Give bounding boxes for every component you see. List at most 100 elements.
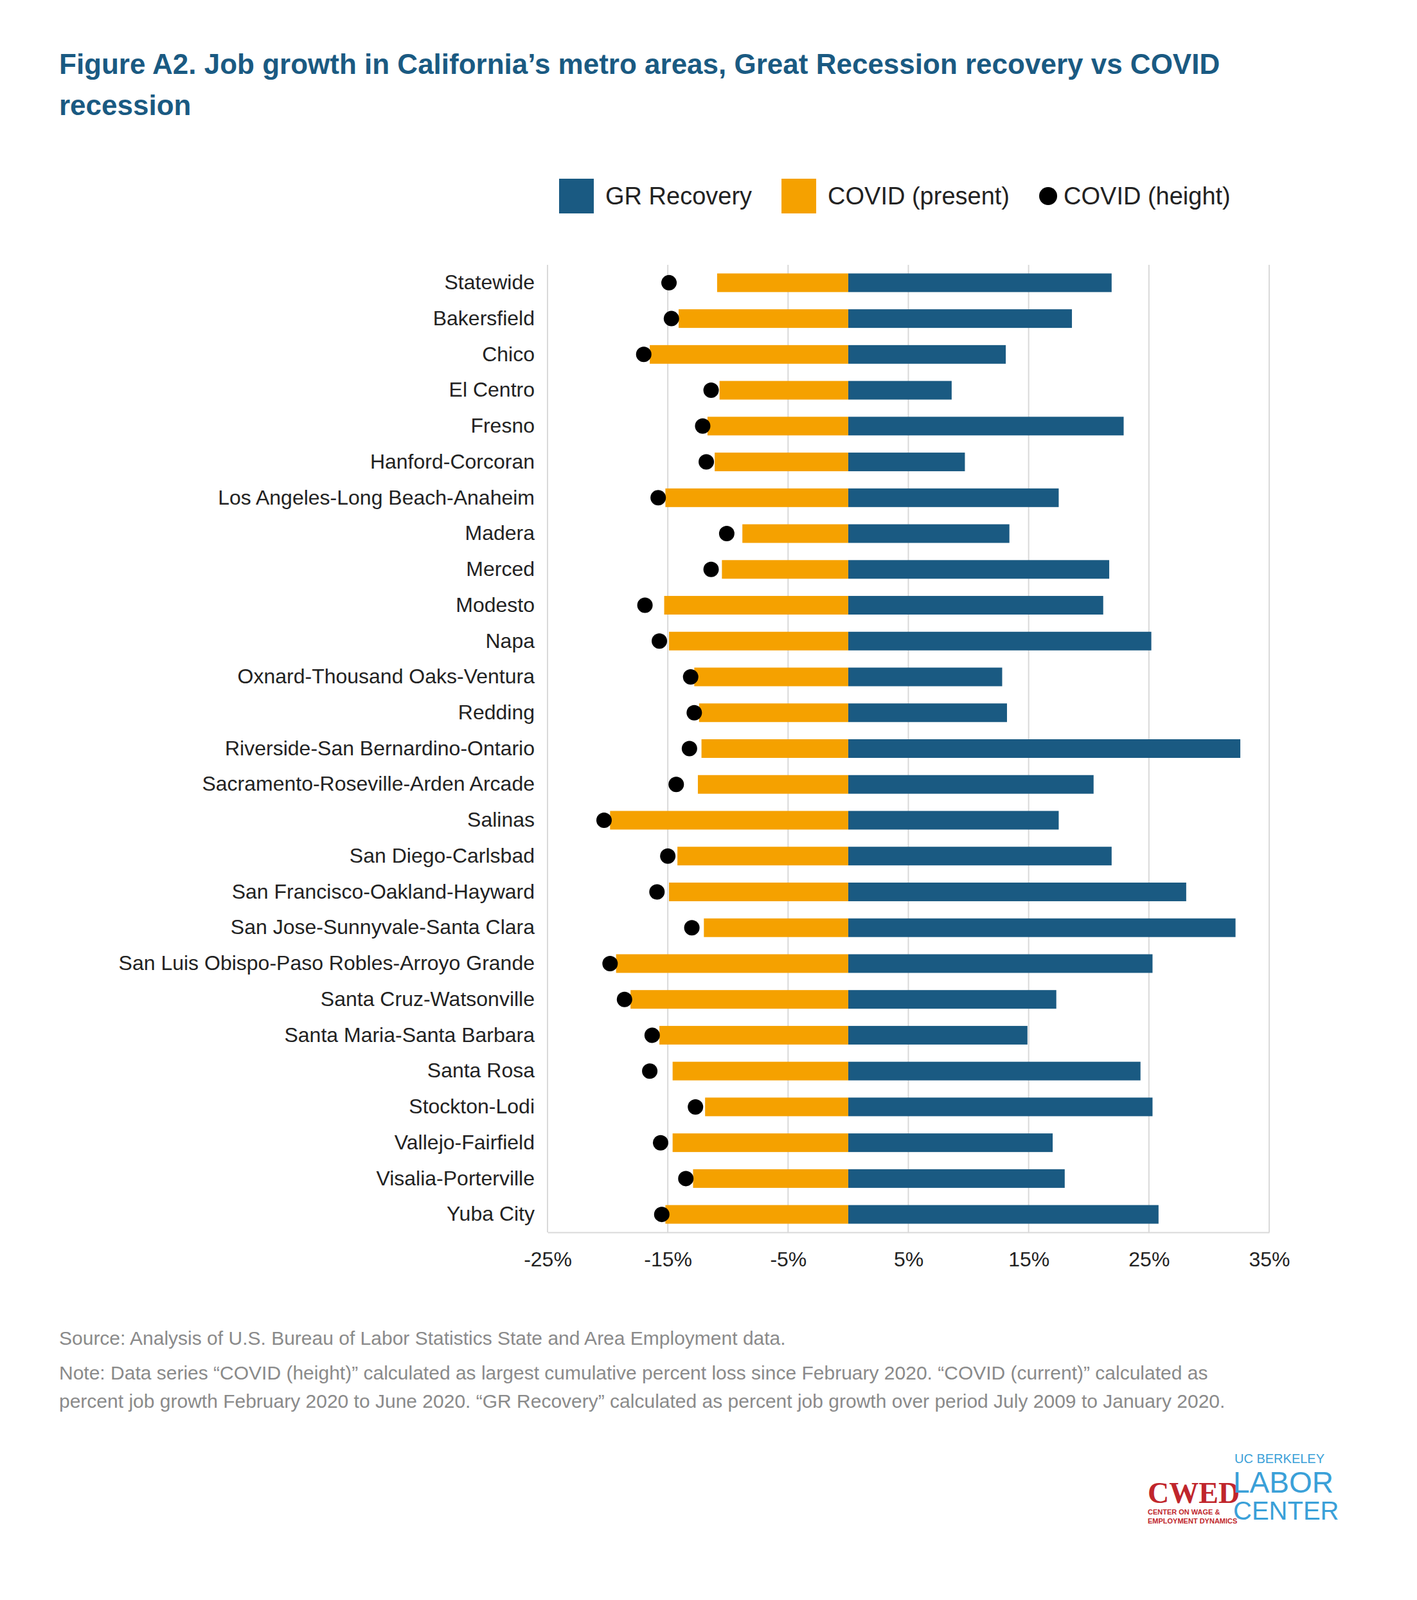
bar bbox=[665, 1204, 848, 1224]
tick: Santa Cruz-Watsonville bbox=[320, 987, 548, 1011]
tick: Napa bbox=[485, 629, 549, 653]
tick: Salinas bbox=[467, 807, 548, 831]
legend-item: COVID (height) bbox=[1039, 182, 1231, 210]
bar bbox=[848, 595, 1104, 615]
tick: San Francisco-Oakland-Hayward bbox=[231, 879, 548, 903]
point bbox=[668, 776, 684, 792]
bar bbox=[848, 524, 1010, 544]
bar bbox=[742, 524, 849, 544]
category-label: Los Angeles-Long Beach-Anaheim bbox=[217, 485, 535, 509]
tick: Statewide bbox=[444, 270, 548, 294]
legend-item: COVID (present) bbox=[781, 178, 1010, 214]
tick: 5% bbox=[893, 1231, 924, 1271]
category-label: Chico bbox=[481, 342, 535, 366]
logo-text: UC BERKELEY bbox=[1234, 1451, 1325, 1466]
x-axis: -25%-15%-5%5%15%25%35% bbox=[523, 1231, 1290, 1271]
logo-text: CENTER bbox=[1233, 1496, 1339, 1525]
text-line: percent job growth February 2020 to June… bbox=[59, 1390, 1225, 1412]
point bbox=[703, 561, 720, 578]
category-label: Sacramento-Roseville-Arden Arcade bbox=[201, 771, 535, 795]
legend-swatch bbox=[559, 178, 594, 214]
category-label: Redding bbox=[458, 700, 535, 724]
bar bbox=[848, 345, 1006, 364]
tick: Modesto bbox=[455, 593, 548, 617]
note: Note: Data series “COVID (height)” calcu… bbox=[59, 1361, 1225, 1412]
text-line: Figure A2. Job growth in California’s me… bbox=[59, 48, 1220, 80]
tick: Oxnard-Thousand Oaks-Ventura bbox=[237, 664, 548, 688]
bar bbox=[665, 488, 848, 508]
bar bbox=[848, 739, 1241, 758]
point bbox=[637, 597, 653, 614]
category-label: Madera bbox=[465, 521, 536, 545]
bar bbox=[714, 452, 849, 472]
axis-line bbox=[548, 1231, 1270, 1234]
point bbox=[654, 1206, 670, 1222]
tick: Redding bbox=[458, 700, 548, 724]
tick: San Diego-Carlsbad bbox=[349, 843, 548, 867]
bar bbox=[672, 1061, 849, 1081]
grid-line bbox=[667, 264, 669, 1232]
category-label: El Centro bbox=[449, 377, 535, 402]
bar bbox=[703, 918, 849, 937]
category-label: San Diego-Carlsbad bbox=[349, 843, 535, 867]
category-label: Salinas bbox=[467, 807, 535, 831]
category-label: Hanford-Corcoran bbox=[370, 449, 535, 473]
bar bbox=[848, 1132, 1053, 1152]
text-line: recession bbox=[59, 89, 191, 121]
tick: Bakersfield bbox=[433, 306, 548, 330]
category-label: Fresno bbox=[470, 413, 535, 437]
point bbox=[641, 1062, 658, 1079]
tick: -15% bbox=[643, 1231, 693, 1271]
tick: San Jose-Sunnyvale-Santa Clara bbox=[230, 915, 548, 939]
bar bbox=[707, 416, 849, 436]
bar bbox=[848, 416, 1124, 436]
bar bbox=[848, 989, 1057, 1009]
legend-label: COVID (height) bbox=[1063, 182, 1231, 210]
point bbox=[644, 1026, 660, 1043]
tick: Los Angeles-Long Beach-Anaheim bbox=[217, 485, 548, 509]
tick: Santa Rosa bbox=[427, 1058, 548, 1082]
bar bbox=[848, 559, 1110, 579]
tick: El Centro bbox=[449, 377, 548, 402]
point bbox=[650, 489, 666, 506]
legend-label: GR Recovery bbox=[605, 182, 752, 210]
tick-label: 25% bbox=[1128, 1247, 1170, 1271]
bar bbox=[848, 309, 1072, 328]
logo-text: CENTER ON WAGE & bbox=[1147, 1507, 1221, 1516]
point-series bbox=[596, 275, 735, 1222]
tick-label: -25% bbox=[523, 1247, 572, 1271]
bar bbox=[848, 1096, 1153, 1116]
point bbox=[686, 704, 702, 721]
bar bbox=[630, 989, 849, 1009]
bar bbox=[649, 345, 849, 364]
bar bbox=[848, 667, 1003, 687]
tick: 35% bbox=[1248, 1231, 1290, 1271]
bar bbox=[609, 810, 849, 829]
tick-label: 15% bbox=[1008, 1247, 1050, 1271]
tick: Visalia-Porterville bbox=[375, 1166, 548, 1190]
category-label: Merced bbox=[465, 557, 535, 581]
tick-label: -15% bbox=[643, 1247, 693, 1271]
legend-item: GR Recovery bbox=[559, 178, 752, 214]
tick: 15% bbox=[1008, 1231, 1050, 1271]
point bbox=[659, 848, 676, 864]
tick: San Luis Obispo-Paso Robles-Arroyo Grand… bbox=[118, 951, 548, 975]
grid bbox=[547, 264, 1270, 1232]
category-label: Visalia-Porterville bbox=[375, 1166, 535, 1190]
bar bbox=[848, 273, 1112, 292]
bar bbox=[848, 918, 1236, 937]
grid-line bbox=[1268, 264, 1270, 1232]
tick: Fresno bbox=[470, 413, 548, 437]
bar-series bbox=[609, 273, 849, 1223]
point bbox=[681, 740, 698, 757]
tick-label: 5% bbox=[893, 1247, 924, 1271]
bar bbox=[717, 273, 849, 292]
point bbox=[694, 418, 711, 434]
tick: Hanford-Corcoran bbox=[370, 449, 548, 473]
chart: Figure A2. Job growth in California’s me… bbox=[0, 0, 1417, 1600]
tick: Madera bbox=[465, 521, 549, 545]
bar bbox=[692, 1168, 848, 1188]
bar bbox=[704, 1096, 849, 1116]
point bbox=[661, 275, 677, 291]
grid-line bbox=[546, 264, 549, 1232]
